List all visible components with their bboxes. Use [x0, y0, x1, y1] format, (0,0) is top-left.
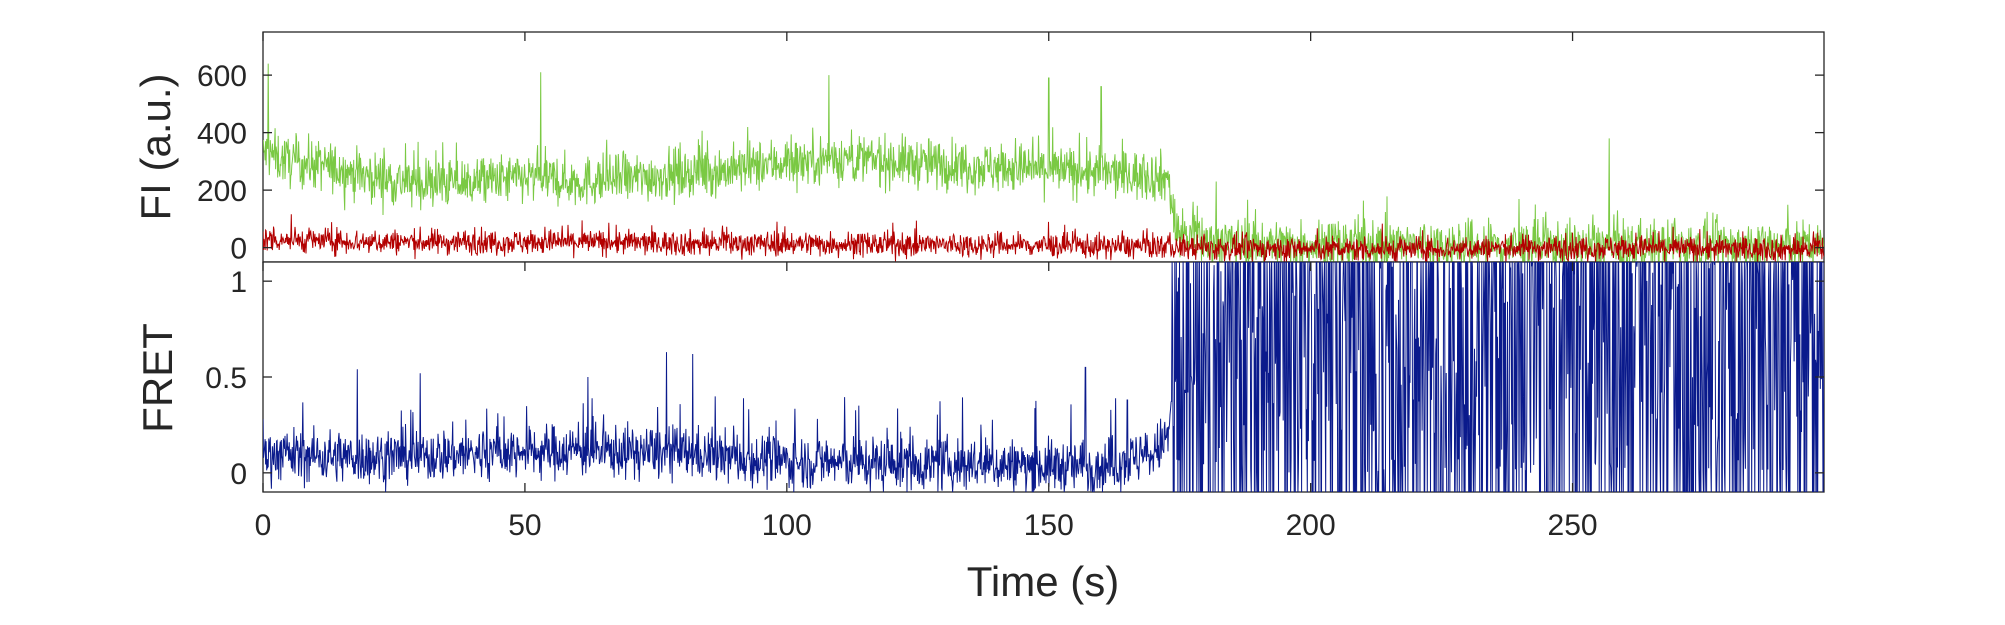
x-tick-label: 50: [508, 509, 541, 542]
top-series-group: [263, 63, 1824, 262]
top-plot-frame: [262, 31, 1825, 263]
top-y-tick-label: 600: [197, 60, 247, 93]
top-y-tick-label: 0: [230, 233, 247, 266]
top-y-tick-label: 200: [197, 175, 247, 208]
top-axes-group: 0 200 400 600: [197, 32, 1824, 266]
x-tick-label: 200: [1286, 509, 1336, 542]
fret-series-line-0: [263, 262, 1824, 492]
bottom-series-group: [263, 262, 1824, 492]
x-axis-label: Time (s): [967, 558, 1119, 605]
x-tick-label: 100: [762, 509, 812, 542]
top-y-axis-label: FI (a.u.): [132, 73, 179, 220]
x-tick-label: 150: [1024, 509, 1074, 542]
bottom-panel: 0 0.5 1 0 50 100 150 200 250 FRET Time (s): [134, 261, 1825, 605]
top-panel: 0 200 400 600 FI (a.u.): [132, 31, 1825, 266]
x-tick-label: 250: [1548, 509, 1598, 542]
bottom-y-tick-label: 0.5: [205, 362, 247, 395]
x-tick-label: 0: [255, 509, 272, 542]
bottom-y-tick-label: 0: [230, 458, 247, 491]
top-y-tick-label: 400: [197, 118, 247, 151]
bottom-axes-group: 0 0.5 1 0 50 100 150 200 250: [205, 262, 1824, 542]
fi-series-line-0: [263, 63, 1824, 262]
bottom-y-tick-label: 1: [230, 266, 247, 299]
fi-series-line-1: [263, 214, 1824, 262]
bottom-y-axis-label: FRET: [134, 323, 181, 433]
